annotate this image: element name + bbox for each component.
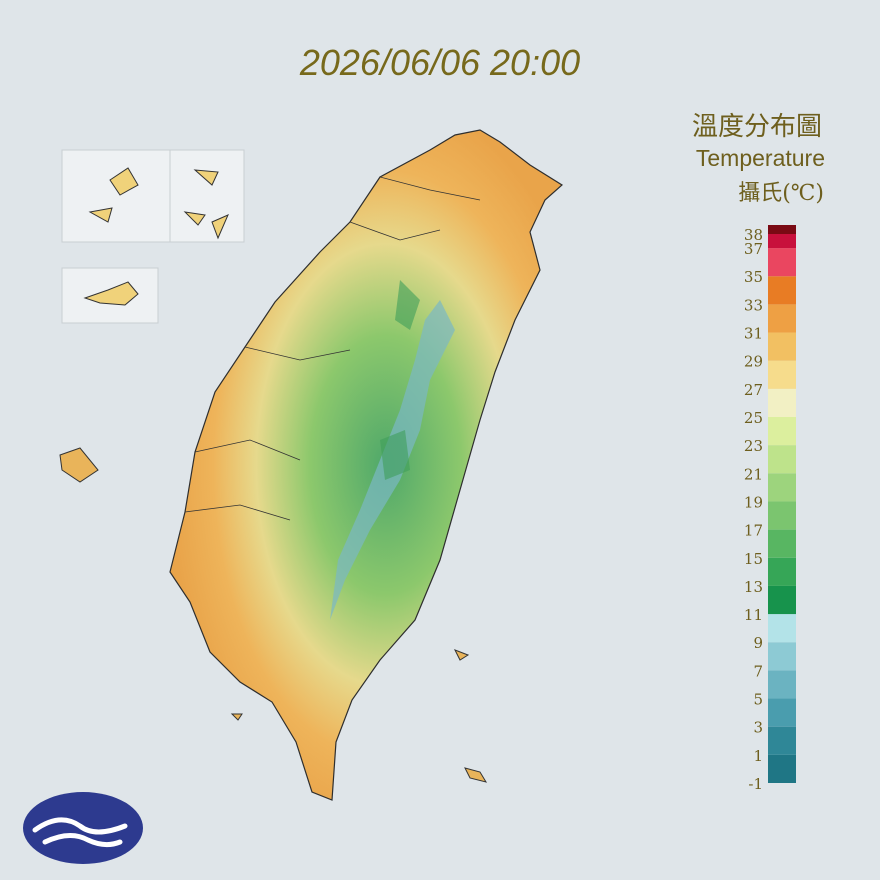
legend-band [768, 754, 796, 783]
legend-tick-label: 15 [744, 550, 763, 568]
logo [23, 792, 143, 864]
legend-unit: 攝氏(℃) [738, 181, 824, 206]
legend-tick-label: 11 [744, 606, 763, 624]
legend-band [768, 276, 796, 305]
legend-tick-label: 38 [744, 226, 763, 244]
legend-tick-label: 33 [744, 296, 763, 314]
legend-tick-label: 29 [744, 353, 763, 371]
legend-tick-label: -1 [748, 775, 763, 793]
legend-tick-label: 27 [744, 381, 763, 399]
legend-tick-label: 25 [744, 409, 763, 427]
legend-tick-label: 3 [753, 719, 763, 737]
legend-tick-label: 13 [744, 578, 763, 596]
legend-subtitle: Temperature [696, 145, 825, 171]
legend-band [768, 529, 796, 558]
legend-band [768, 360, 796, 389]
legend-tick-label: 23 [744, 437, 763, 455]
legend-tick-label: 21 [744, 465, 763, 483]
legend-band [768, 670, 796, 699]
legend-band [768, 642, 796, 671]
legend-tick-label: 5 [753, 691, 763, 709]
legend-tick-label: 9 [753, 634, 763, 652]
legend-band [768, 304, 796, 333]
legend-tick-label: 37 [744, 240, 763, 258]
legend-band [768, 388, 796, 417]
legend-tick-label: 7 [753, 662, 763, 680]
legend-band [768, 473, 796, 502]
taiwan-map [169, 129, 564, 801]
legend-tick-label: 1 [753, 747, 763, 765]
legend-band [768, 614, 796, 643]
legend-title: 溫度分布圖 [692, 112, 822, 142]
legend-tick-label: 17 [744, 522, 763, 540]
legend-band [768, 225, 796, 234]
legend-band [768, 234, 796, 249]
legend-band [768, 332, 796, 361]
timestamp: 2026/06/06 20:00 [299, 42, 580, 83]
legend-band [768, 698, 796, 727]
legend-band [768, 726, 796, 755]
inset-islands [59, 149, 488, 783]
legend-band [768, 248, 796, 277]
legend-tick-label: 19 [744, 493, 763, 511]
legend-tick-label: 35 [744, 268, 763, 286]
legend-band [768, 445, 796, 474]
legend-band [768, 585, 796, 615]
legend-band [768, 501, 796, 530]
legend-band [768, 557, 796, 586]
legend-band [768, 417, 796, 446]
legend-tick-label: 31 [744, 325, 763, 343]
